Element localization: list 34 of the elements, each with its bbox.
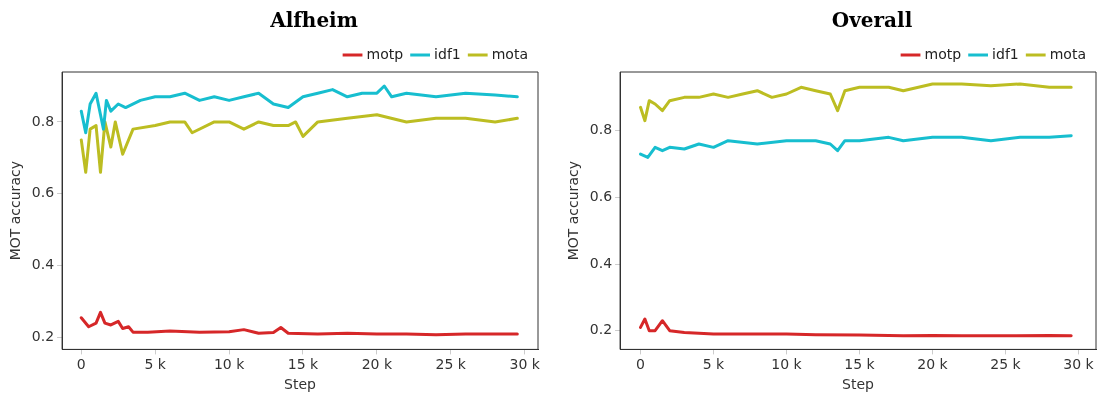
legend-label: mota [1049, 45, 1087, 62]
x-tick-label: 0 [76, 356, 86, 373]
y-tick-label: 0.2 [589, 321, 613, 338]
legend-label: mota [491, 45, 529, 62]
x-tick-label: 20 k [917, 356, 949, 373]
y-tick-label: 0.8 [589, 121, 613, 138]
x-tick-label: 30 k [509, 356, 541, 373]
legend-label: motp [366, 45, 404, 62]
x-tick-label: 0 [636, 356, 645, 373]
y-tick-label: 0.4 [589, 254, 613, 271]
chart-title: Alfheim [269, 8, 359, 34]
x-tick-label: 5 k [144, 356, 167, 373]
x-tick-label: 5 k [702, 356, 726, 373]
legend-label: idf1 [992, 45, 1019, 62]
y-tick-label: 0.6 [31, 184, 55, 201]
x-axis-title: Step [842, 376, 875, 393]
x-tick-label: 30 k [1063, 356, 1095, 373]
x-tick-label: 10 k [213, 356, 246, 373]
x-tick-label: 20 k [361, 356, 393, 373]
y-tick-label: 0.6 [589, 188, 613, 204]
x-tick-label: 10 k [771, 356, 803, 373]
y-axis-title: MOT accuracy [7, 161, 24, 261]
chart-title: Overall [830, 8, 914, 34]
x-tick-label: 15 k [287, 356, 320, 373]
legend-label: motp [924, 45, 962, 62]
y-tick-label: 0.8 [31, 112, 55, 129]
x-axis-title: Step [284, 376, 317, 393]
x-tick-label: 15 k [844, 356, 876, 373]
x-tick-label: 25 k [990, 356, 1022, 373]
y-tick-label: 0.4 [31, 256, 55, 273]
y-axis-title: MOT accuracy [565, 161, 582, 261]
y-tick-label: 0.2 [31, 328, 55, 345]
x-tick-label: 25 k [435, 356, 467, 373]
legend-label: idf1 [434, 45, 461, 62]
